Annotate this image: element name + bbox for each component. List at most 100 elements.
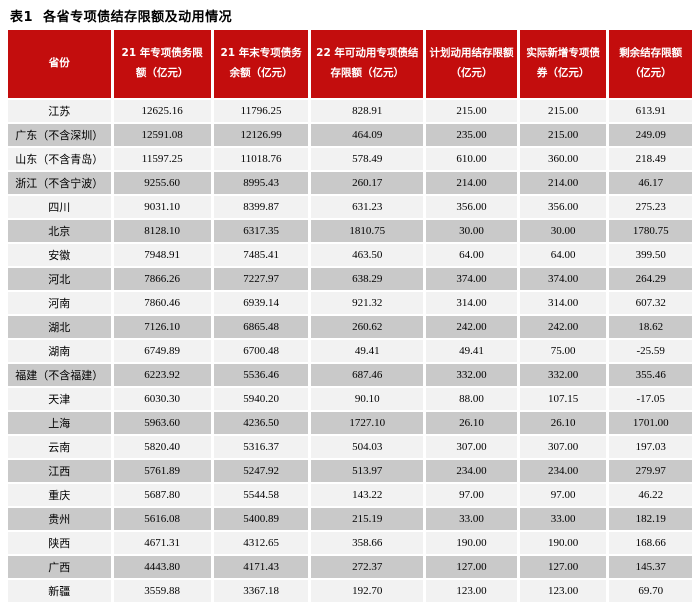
province-cell: 江苏 xyxy=(8,100,111,122)
limit-21-cell: 5761.89 xyxy=(113,460,211,482)
balance-21-cell: 5544.58 xyxy=(213,484,309,506)
remaining-cell: 264.29 xyxy=(609,268,692,290)
actual-new-cell: 314.00 xyxy=(519,292,607,314)
limit-21-cell: 7126.10 xyxy=(113,316,211,338)
planned-use-cell: 610.00 xyxy=(426,148,517,170)
balance-21-cell: 5316.37 xyxy=(213,436,309,458)
province-cell: 广东（不含深圳） xyxy=(8,124,111,146)
usable-22-cell: 1727.10 xyxy=(311,412,424,434)
usable-22-cell: 828.91 xyxy=(311,100,424,122)
column-header-usable-22: 22 年可动用专项债结存限额（亿元） xyxy=(311,30,424,98)
remaining-cell: 613.91 xyxy=(609,100,692,122)
limit-21-cell: 12591.08 xyxy=(113,124,211,146)
balance-21-cell: 7485.41 xyxy=(213,244,309,266)
remaining-cell: 182.19 xyxy=(609,508,692,530)
usable-22-cell: 272.37 xyxy=(311,556,424,578)
province-cell: 河南 xyxy=(8,292,111,314)
usable-22-cell: 358.66 xyxy=(311,532,424,554)
province-cell: 浙江（不含宁波） xyxy=(8,172,111,194)
province-cell: 广西 xyxy=(8,556,111,578)
remaining-cell: 46.22 xyxy=(609,484,692,506)
table-row: 四川 9031.10 8399.87 631.23 356.00 356.00 … xyxy=(8,196,692,218)
balance-21-cell: 11796.25 xyxy=(213,100,309,122)
table-row: 陕西 4671.31 4312.65 358.66 190.00 190.00 … xyxy=(8,532,692,554)
actual-new-cell: 30.00 xyxy=(519,220,607,242)
limit-21-cell: 5963.60 xyxy=(113,412,211,434)
limit-21-cell: 5687.80 xyxy=(113,484,211,506)
usable-22-cell: 192.70 xyxy=(311,580,424,602)
balance-21-cell: 3367.18 xyxy=(213,580,309,602)
usable-22-cell: 215.19 xyxy=(311,508,424,530)
actual-new-cell: 33.00 xyxy=(519,508,607,530)
table-row: 安徽 7948.91 7485.41 463.50 64.00 64.00 39… xyxy=(8,244,692,266)
table-row: 浙江（不含宁波） 9255.60 8995.43 260.17 214.00 2… xyxy=(8,172,692,194)
limit-21-cell: 4671.31 xyxy=(113,532,211,554)
limit-21-cell: 3559.88 xyxy=(113,580,211,602)
table-header: 省份 21 年专项债务限额（亿元） 21 年末专项债务余额（亿元） 22 年可动… xyxy=(8,30,692,98)
planned-use-cell: 374.00 xyxy=(426,268,517,290)
table-row: 湖北 7126.10 6865.48 260.62 242.00 242.00 … xyxy=(8,316,692,338)
usable-22-cell: 513.97 xyxy=(311,460,424,482)
remaining-cell: 218.49 xyxy=(609,148,692,170)
remaining-cell: 145.37 xyxy=(609,556,692,578)
province-cell: 贵州 xyxy=(8,508,111,530)
province-cell: 湖北 xyxy=(8,316,111,338)
planned-use-cell: 235.00 xyxy=(426,124,517,146)
column-header-province: 省份 xyxy=(8,30,111,98)
planned-use-cell: 30.00 xyxy=(426,220,517,242)
table-row: 天津 6030.30 5940.20 90.10 88.00 107.15 -1… xyxy=(8,388,692,410)
table-row: 山东（不含青岛） 11597.25 11018.76 578.49 610.00… xyxy=(8,148,692,170)
remaining-cell: 197.03 xyxy=(609,436,692,458)
actual-new-cell: 215.00 xyxy=(519,124,607,146)
actual-new-cell: 214.00 xyxy=(519,172,607,194)
table-row: 北京 8128.10 6317.35 1810.75 30.00 30.00 1… xyxy=(8,220,692,242)
province-cell: 安徽 xyxy=(8,244,111,266)
planned-use-cell: 33.00 xyxy=(426,508,517,530)
table-row: 湖南 6749.89 6700.48 49.41 49.41 75.00 -25… xyxy=(8,340,692,362)
remaining-cell: -25.59 xyxy=(609,340,692,362)
actual-new-cell: 215.00 xyxy=(519,100,607,122)
table-row: 广东（不含深圳） 12591.08 12126.99 464.09 235.00… xyxy=(8,124,692,146)
usable-22-cell: 49.41 xyxy=(311,340,424,362)
remaining-cell: 1701.00 xyxy=(609,412,692,434)
balance-21-cell: 8399.87 xyxy=(213,196,309,218)
balance-21-cell: 6865.48 xyxy=(213,316,309,338)
table-body: 江苏 12625.16 11796.25 828.91 215.00 215.0… xyxy=(8,100,692,602)
limit-21-cell: 8128.10 xyxy=(113,220,211,242)
province-cell: 北京 xyxy=(8,220,111,242)
table-row: 重庆 5687.80 5544.58 143.22 97.00 97.00 46… xyxy=(8,484,692,506)
limit-21-cell: 6030.30 xyxy=(113,388,211,410)
remaining-cell: 69.70 xyxy=(609,580,692,602)
usable-22-cell: 463.50 xyxy=(311,244,424,266)
planned-use-cell: 356.00 xyxy=(426,196,517,218)
usable-22-cell: 631.23 xyxy=(311,196,424,218)
remaining-cell: 1780.75 xyxy=(609,220,692,242)
balance-21-cell: 6317.35 xyxy=(213,220,309,242)
balance-21-cell: 8995.43 xyxy=(213,172,309,194)
planned-use-cell: 215.00 xyxy=(426,100,517,122)
balance-21-cell: 11018.76 xyxy=(213,148,309,170)
planned-use-cell: 314.00 xyxy=(426,292,517,314)
balance-21-cell: 4171.43 xyxy=(213,556,309,578)
planned-use-cell: 88.00 xyxy=(426,388,517,410)
table-row: 上海 5963.60 4236.50 1727.10 26.10 26.10 1… xyxy=(8,412,692,434)
column-header-remaining: 剩余结存限额（亿元） xyxy=(609,30,692,98)
actual-new-cell: 107.15 xyxy=(519,388,607,410)
table-row: 贵州 5616.08 5400.89 215.19 33.00 33.00 18… xyxy=(8,508,692,530)
actual-new-cell: 332.00 xyxy=(519,364,607,386)
actual-new-cell: 127.00 xyxy=(519,556,607,578)
balance-21-cell: 6939.14 xyxy=(213,292,309,314)
actual-new-cell: 26.10 xyxy=(519,412,607,434)
actual-new-cell: 64.00 xyxy=(519,244,607,266)
limit-21-cell: 7860.46 xyxy=(113,292,211,314)
actual-new-cell: 190.00 xyxy=(519,532,607,554)
remaining-cell: 607.32 xyxy=(609,292,692,314)
limit-21-cell: 9255.60 xyxy=(113,172,211,194)
actual-new-cell: 123.00 xyxy=(519,580,607,602)
planned-use-cell: 49.41 xyxy=(426,340,517,362)
limit-21-cell: 7866.26 xyxy=(113,268,211,290)
column-header-actual-new: 实际新增专项债券（亿元） xyxy=(519,30,607,98)
usable-22-cell: 687.46 xyxy=(311,364,424,386)
table-row: 广西 4443.80 4171.43 272.37 127.00 127.00 … xyxy=(8,556,692,578)
province-cell: 上海 xyxy=(8,412,111,434)
